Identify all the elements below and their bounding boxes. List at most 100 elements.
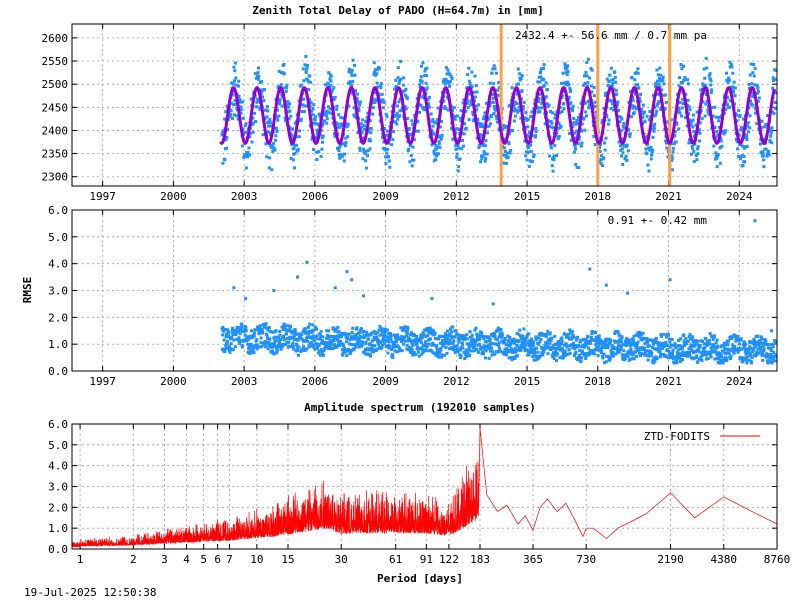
ztd-observed-point [375,97,379,101]
ztd-observed-point [585,74,589,78]
ztd-observed-point [428,105,432,109]
ztd-observed-point [391,138,395,142]
rmse-point [760,337,764,341]
ztd-observed-point [704,56,708,60]
ztd-chart-title: Zenith Total Delay of PADO (H=64.7m) in … [252,4,543,17]
rmse-point [352,348,356,352]
ztd-observed-point [560,81,564,85]
rmse-point [743,343,747,347]
ztd-observed-point [491,96,495,100]
rmse-point [599,349,603,353]
rmse-point [260,344,264,348]
rmse-point [704,357,708,361]
rmse-point [509,343,513,347]
rmse-point [728,357,732,361]
ztd-observed-point [764,122,768,126]
ztd-observed-point [526,125,530,129]
ztd-observed-point [480,122,484,126]
rmse-point [420,346,424,350]
ztd-observed-point [489,100,493,104]
ztd-observed-point [371,106,375,110]
rmse-point [759,342,763,346]
rmse-point [542,350,546,354]
ztd-observed-point [351,58,355,62]
rmse-point [603,339,607,343]
ztd-observed-point [512,119,516,123]
rmse-point [638,352,642,356]
rmse-point [717,357,721,361]
ztd-observed-point [540,101,544,105]
rmse-point [371,344,375,348]
ztd-observed-point [745,124,749,128]
rmse-point [330,339,334,343]
rmse-point [350,331,354,335]
ztd-observed-point [331,121,335,125]
ztd-observed-point [598,149,602,153]
rmse-point [445,351,449,355]
ztd-observed-point [551,126,555,130]
ztd-observed-point [383,148,387,152]
rmse-point [712,334,716,338]
rmse-point [420,336,424,340]
rmse-point [279,338,283,342]
x-tick-label: 2021 [655,190,682,203]
ztd-observed-point [379,98,383,102]
ztd-observed-point [315,131,319,135]
ztd-observed-point [437,140,441,144]
ztd-observed-point [587,103,591,107]
rmse-point [371,350,375,354]
ztd-observed-point [243,124,247,128]
ztd-observed-point [735,119,739,123]
ztd-observed-point [708,72,712,76]
rmse-point [309,340,313,344]
ztd-observed-point [676,110,680,114]
ztd-observed-point [419,75,423,79]
rmse-point [691,339,695,343]
ztd-observed-point [515,82,519,86]
ztd-observed-point [384,112,388,116]
rmse-point [646,358,650,362]
ztd-observed-point [445,72,449,76]
ztd-observed-point [261,95,265,99]
rmse-point [762,349,766,353]
ztd-observed-point [694,123,698,127]
ztd-observed-point [603,93,607,97]
rmse-point [373,344,377,348]
rmse-point [750,355,754,359]
rmse-point [646,340,650,344]
ztd-observed-point [307,97,311,101]
rmse-point [489,342,493,346]
rmse-point [423,348,427,352]
rmse-point [226,328,230,332]
ztd-observed-point [379,82,383,86]
ztd-observed-point [353,73,357,77]
ztd-observed-point [712,144,716,148]
rmse-point [579,356,583,360]
ztd-observed-point [504,161,508,165]
ztd-observed-point [515,92,519,96]
x-tick-label: 7 [226,553,233,566]
ztd-observed-point [584,70,588,74]
ztd-observed-point [553,154,557,158]
ztd-observed-point [422,106,426,110]
rmse-point [652,361,656,365]
y-tick-label: 6.0 [48,204,68,217]
rmse-point [554,343,558,347]
ztd-observed-point [598,160,602,164]
ztd-observed-point [336,122,340,126]
ztd-observed-point [343,152,347,156]
rmse-point [633,341,637,345]
ztd-observed-point [727,79,731,83]
ztd-observed-point [462,98,466,102]
ztd-observed-point [401,89,405,93]
rmse-point [533,349,537,353]
ztd-observed-point [612,87,616,91]
ztd-observed-point [747,86,751,90]
rmse-point [560,336,564,340]
ztd-observed-point [511,129,515,133]
rmse-point [597,336,601,340]
ztd-observed-point [665,141,669,145]
rmse-point [772,350,776,354]
x-tick-label: 30 [335,553,348,566]
ztd-observed-point [503,149,507,153]
